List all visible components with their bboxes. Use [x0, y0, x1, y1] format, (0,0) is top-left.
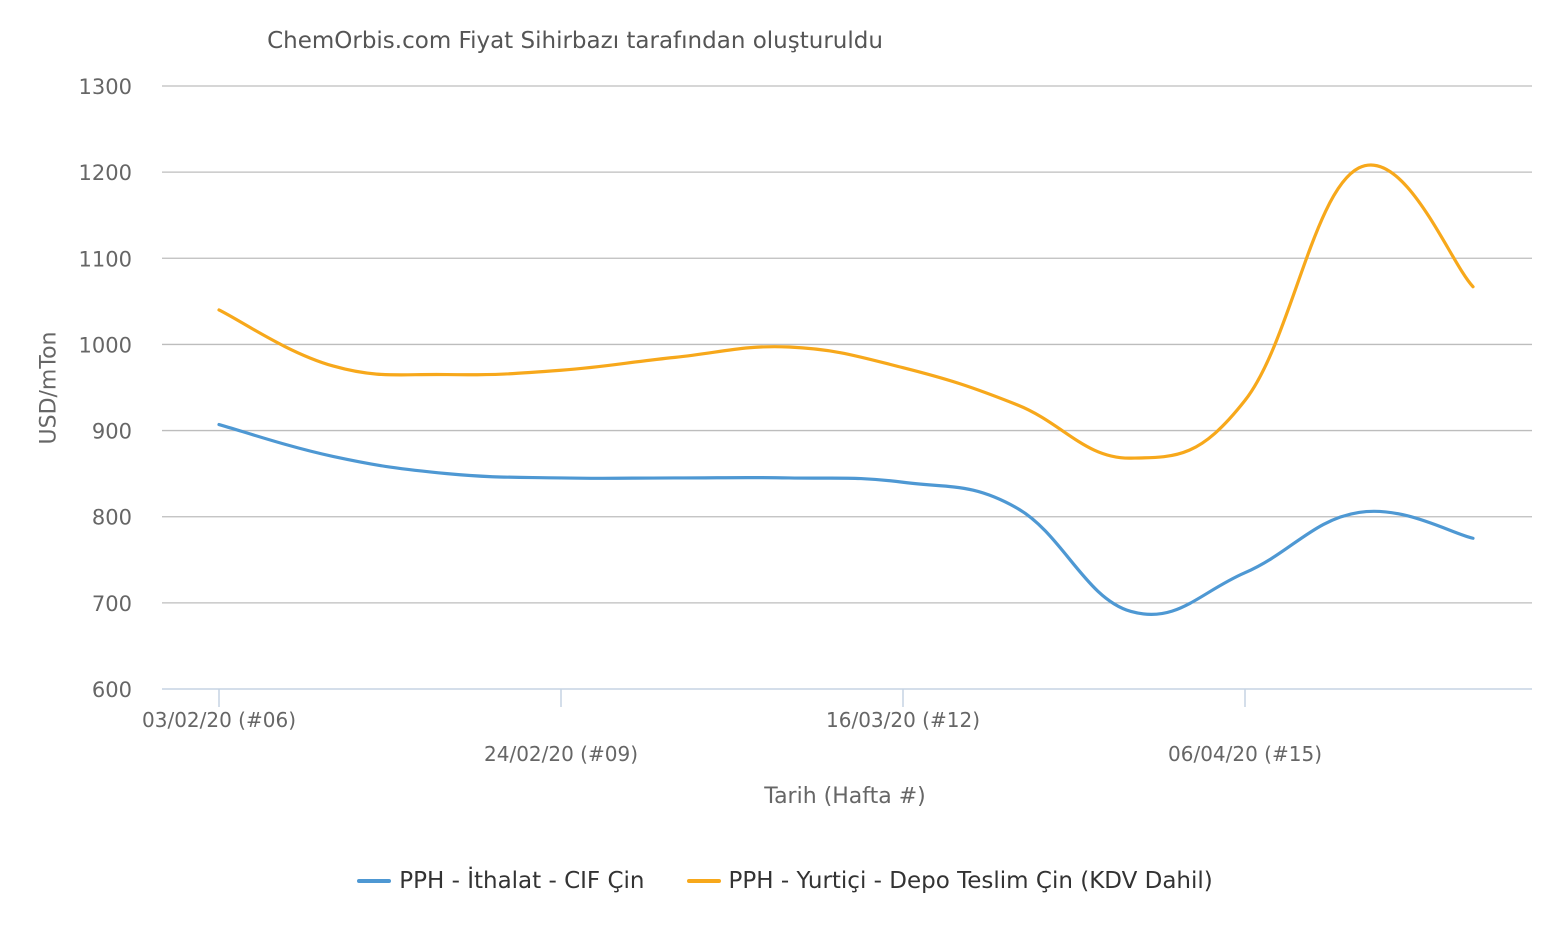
chart-title: ChemOrbis.com Fiyat Sihirbazı tarafından… — [267, 28, 883, 54]
y-tick-label: 1000 — [79, 333, 132, 357]
y-tick-label: 900 — [92, 420, 132, 444]
y-tick-label: 600 — [92, 678, 132, 702]
y-tick-label: 700 — [92, 592, 132, 616]
y-tick-label: 1100 — [79, 247, 132, 271]
legend-swatch-import — [357, 879, 392, 883]
x-tick-label: 06/04/20 (#15) — [1168, 742, 1322, 766]
legend-label-domestic: PPH - Yurtiçi - Depo Teslim Çin (KDV Dah… — [728, 868, 1213, 894]
y-tick-label: 1200 — [79, 161, 132, 185]
series-line-import — [217, 422, 1475, 617]
y-tick-label: 800 — [92, 506, 132, 530]
legend-label-import: PPH - İthalat - CIF Çin — [399, 868, 645, 894]
series-line-domestic — [217, 163, 1475, 460]
x-tick-label: 03/02/20 (#06) — [142, 708, 296, 732]
x-axis-title: Tarih (Hafta #) — [764, 784, 926, 809]
legend-swatch-domestic — [686, 879, 721, 883]
y-axis-title: USD/mTon — [36, 331, 62, 445]
x-tick-label: 16/03/20 (#12) — [826, 708, 980, 732]
legend-item-import[interactable]: PPH - İthalat - CIF Çin — [357, 868, 645, 894]
legend: PPH - İthalat - CIF Çin PPH - Yurtiçi - … — [0, 868, 1552, 894]
legend-item-domestic[interactable]: PPH - Yurtiçi - Depo Teslim Çin (KDV Dah… — [686, 868, 1213, 894]
x-tick-label: 24/02/20 (#09) — [484, 742, 638, 766]
y-tick-label: 1300 — [79, 75, 132, 99]
